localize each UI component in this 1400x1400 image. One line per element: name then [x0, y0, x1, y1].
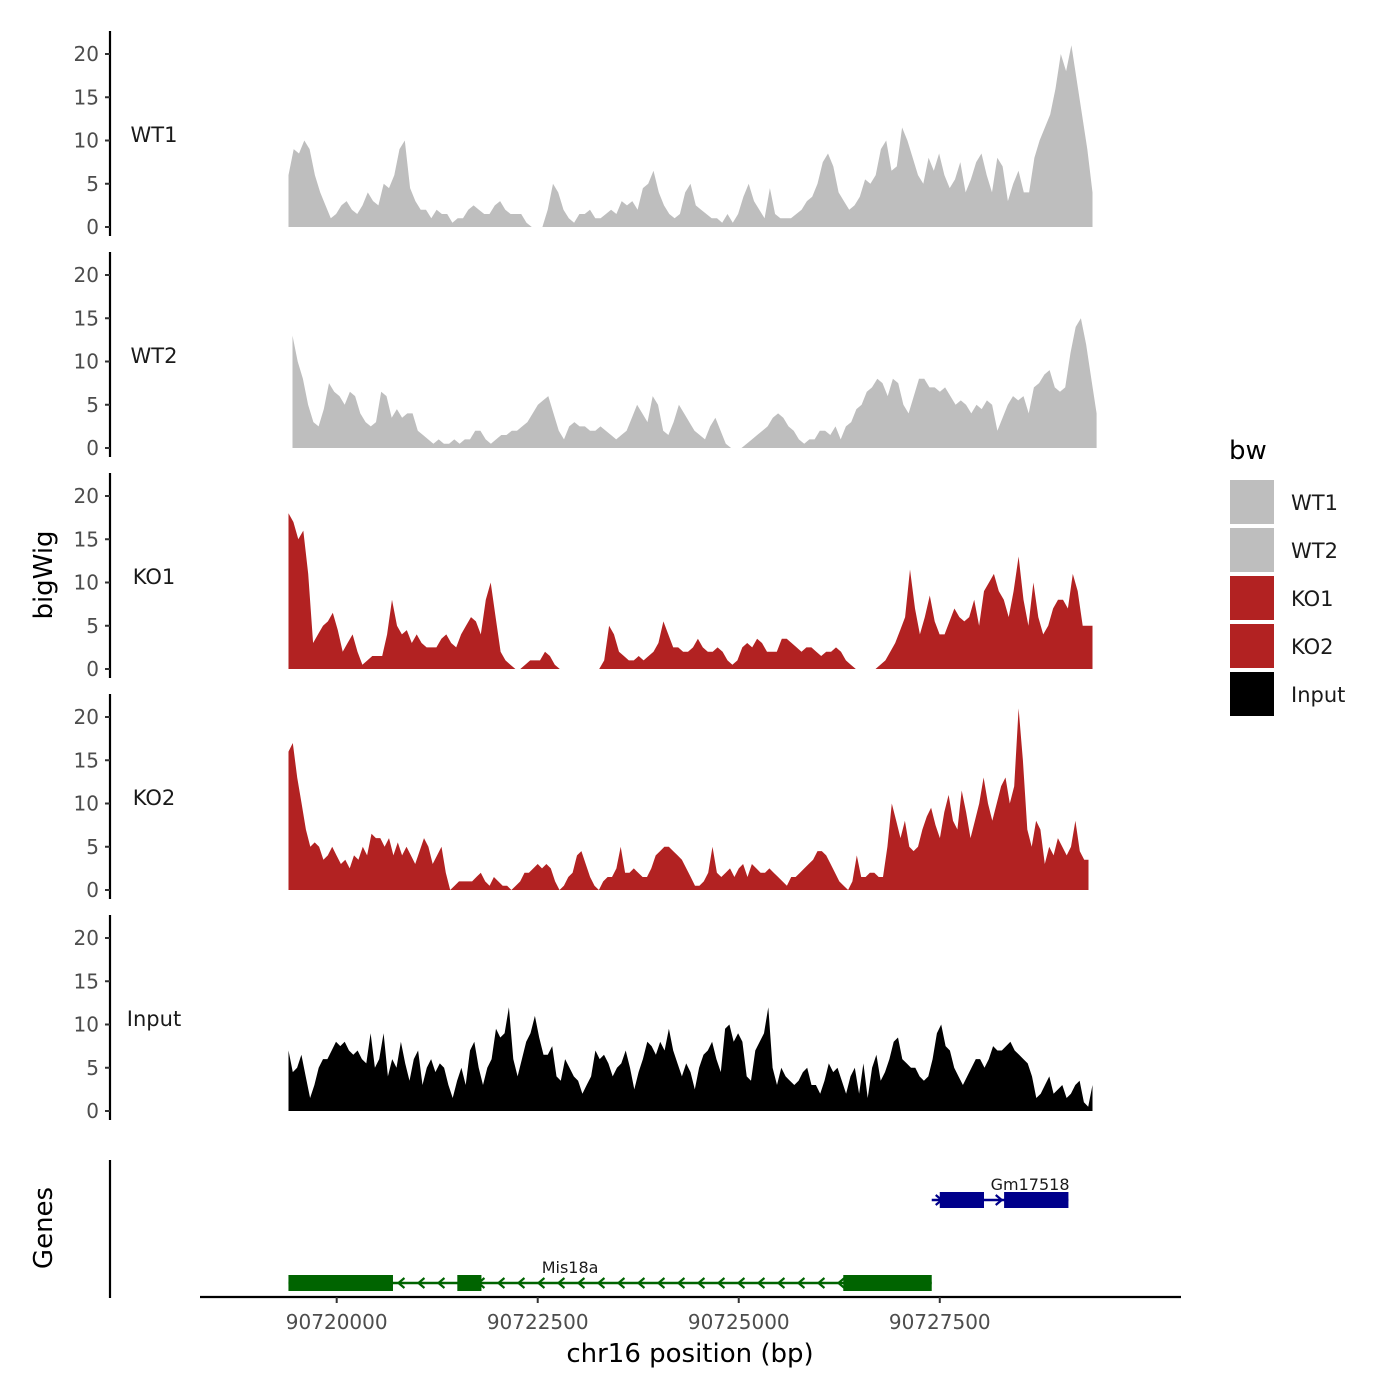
x-tick-label: 90722500: [487, 1310, 589, 1334]
gene-label: Mis18a: [542, 1258, 599, 1277]
strand-arrow: [995, 1194, 1004, 1206]
gene-mis18a: Mis18a: [288, 1258, 932, 1291]
y-tick-label: 20: [74, 705, 99, 729]
track-area-input: [288, 1007, 1093, 1111]
x-tick-label: 90727500: [889, 1310, 991, 1334]
strand-arrow: [696, 1277, 706, 1289]
strand-arrow: [556, 1277, 566, 1289]
y-tick-label: 10: [74, 1013, 99, 1037]
y-tick-label: 5: [86, 393, 99, 417]
y-tick-label: 10: [74, 571, 99, 595]
strand-arrow: [716, 1277, 726, 1289]
strand-arrow: [636, 1277, 646, 1289]
gene-track: Mis18a Gm17518: [108, 1160, 1070, 1298]
track-panel-input: 0 5 10 15 20 Input: [74, 915, 1093, 1123]
track-area-wt1: [288, 45, 1093, 227]
strand-arrow: [676, 1277, 686, 1289]
strand-arrow: [416, 1277, 426, 1289]
track-panel-ko1: 0 5 10 15 20 KO1: [74, 473, 1093, 681]
track-area-wt2: [292, 318, 1097, 448]
strand-arrow: [596, 1277, 606, 1289]
y-axis-title: bigWig: [29, 530, 59, 619]
strand-arrow: [736, 1277, 746, 1289]
y-tick-label: 20: [74, 42, 99, 66]
strand-arrow: [816, 1277, 826, 1289]
legend-entry-wt2: WT2: [1230, 528, 1338, 572]
y-tick-label: 15: [74, 306, 99, 330]
gene-label: Gm17518: [991, 1175, 1070, 1194]
legend-entry-input: Input: [1230, 672, 1345, 716]
legend-title: bw: [1229, 436, 1267, 466]
strand-arrow: [796, 1277, 806, 1289]
gene-exon: [1004, 1192, 1069, 1208]
y-tick-label: 20: [74, 484, 99, 508]
legend-entry-ko2: KO2: [1230, 624, 1334, 668]
strand-arrow: [756, 1277, 766, 1289]
gene-exon: [843, 1275, 932, 1291]
y-tick-label: 0: [86, 215, 99, 239]
strand-arrow: [436, 1277, 446, 1289]
strand-arrow: [396, 1277, 406, 1289]
strand-arrow: [616, 1277, 626, 1289]
strand-arrow: [576, 1277, 586, 1289]
y-tick-label: 15: [74, 527, 99, 551]
legend-label: KO1: [1291, 587, 1334, 611]
track-label-wt2: WT2: [131, 344, 178, 368]
track-label-ko1: KO1: [133, 565, 176, 589]
strand-arrow: [836, 1277, 846, 1289]
x-tick-label: 90720000: [286, 1310, 388, 1334]
gene-exon: [457, 1275, 482, 1291]
legend-swatch: [1230, 528, 1274, 572]
strand-arrow: [776, 1277, 786, 1289]
genes-axis-title: Genes: [29, 1187, 59, 1269]
legend-entry-ko1: KO1: [1230, 576, 1334, 620]
y-tick-label: 10: [74, 792, 99, 816]
legend-swatch: [1230, 480, 1274, 524]
y-tick-label: 5: [86, 1056, 99, 1080]
track-panel-wt1: 0 5 10 15 20 WT1: [74, 31, 1093, 239]
legend-entry-wt1: WT1: [1230, 480, 1338, 524]
x-tick-label: 90725000: [688, 1310, 790, 1334]
strand-arrow: [496, 1277, 506, 1289]
track-panels: 0 5 10 15 20 WT1 0 5 10 15 20 WT2 0 5 10 15 20 KO1 0 5 10 15 2…: [74, 31, 1097, 1123]
y-tick-label: 20: [74, 926, 99, 950]
y-tick-label: 0: [86, 657, 99, 681]
track-area-ko1: [288, 513, 1093, 669]
legend-swatch: [1230, 576, 1274, 620]
x-axis-title: chr16 position (bp): [566, 1339, 813, 1369]
track-label-input: Input: [127, 1007, 181, 1031]
legend: WT1 WT2 KO1 KO2 Input: [1230, 480, 1345, 716]
strand-arrow: [536, 1277, 546, 1289]
y-tick-label: 15: [74, 748, 99, 772]
strand-arrow: [656, 1277, 666, 1289]
gene-gm17518: Gm17518: [931, 1175, 1070, 1208]
legend-swatch: [1230, 624, 1274, 668]
legend-label: KO2: [1291, 635, 1334, 659]
y-tick-label: 5: [86, 172, 99, 196]
track-panel-ko2: 0 5 10 15 20 KO2: [74, 694, 1089, 902]
y-tick-label: 5: [86, 614, 99, 638]
legend-label: Input: [1291, 683, 1345, 707]
y-tick-label: 10: [74, 350, 99, 374]
legend-swatch: [1230, 672, 1274, 716]
legend-label: WT1: [1291, 491, 1338, 515]
y-tick-label: 5: [86, 835, 99, 859]
y-tick-label: 15: [74, 85, 99, 109]
strand-arrow: [516, 1277, 526, 1289]
y-tick-label: 20: [74, 263, 99, 287]
gene-exon: [288, 1275, 393, 1291]
y-tick-label: 10: [74, 129, 99, 153]
track-label-wt1: WT1: [131, 123, 178, 147]
track-area-ko2: [288, 708, 1089, 890]
track-label-ko2: KO2: [133, 786, 176, 810]
y-tick-label: 0: [86, 436, 99, 460]
legend-label: WT2: [1291, 539, 1338, 563]
y-tick-label: 0: [86, 878, 99, 902]
x-axis: 90720000 90722500 90725000 90727500: [200, 1295, 1181, 1334]
y-tick-label: 0: [86, 1099, 99, 1123]
y-tick-label: 15: [74, 969, 99, 993]
gene-exon: [939, 1192, 984, 1208]
track-panel-wt2: 0 5 10 15 20 WT2: [74, 252, 1097, 460]
